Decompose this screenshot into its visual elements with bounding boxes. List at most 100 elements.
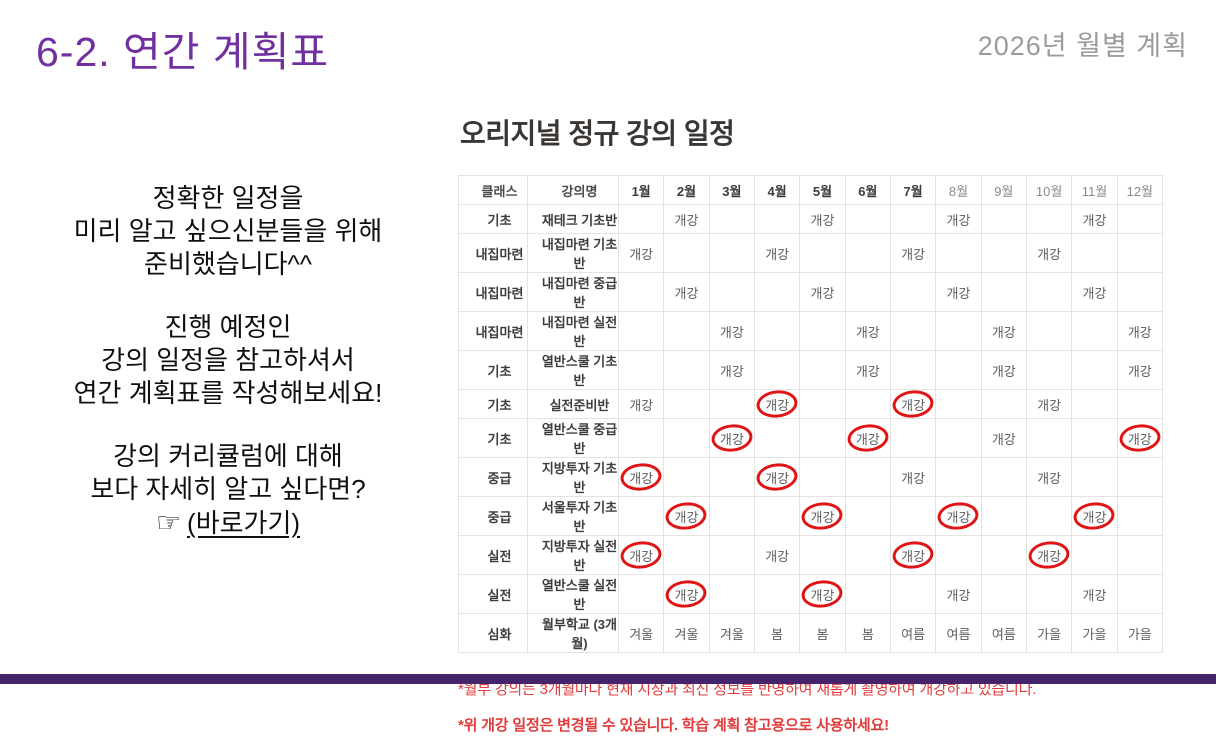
- course-name-cell: 내집마련 기초반: [527, 233, 619, 273]
- table-header-row: 클래스 강의명 1월 2월 3월 4월 5월 6월 7월 8월 9월 10월 11월 12월: [458, 175, 1164, 205]
- table-row: 기초 열반스쿨 중급반 개강 개강 개강 개강: [458, 418, 1164, 458]
- schedule-cell: 개강: [980, 418, 1027, 458]
- schedule-cell: [935, 311, 982, 351]
- pointing-hand-icon: ☞: [155, 507, 182, 538]
- schedule-cell: 개강: [753, 233, 801, 273]
- shortcut-link[interactable]: (바로가기): [187, 508, 301, 538]
- table-row: 기초 열반스쿨 기초반 개강 개강 개강 개강: [458, 350, 1164, 390]
- footnote-text: *위 개강 일정은 변경될 수 있습니다. 학습 계획 참고용으로 사용하세요!: [458, 717, 889, 734]
- schedule-cell: 개강: [617, 457, 665, 497]
- schedule-cell: [889, 272, 937, 312]
- column-header: 강의명: [527, 175, 619, 205]
- schedule-cell: 개강: [708, 311, 755, 351]
- schedule-cell: 봄: [753, 613, 801, 653]
- schedule-cell: [1071, 311, 1118, 351]
- schedule-cell: [935, 233, 982, 273]
- schedule-table: 클래스 강의명 1월 2월 3월 4월 5월 6월 7월 8월 9월 10월 11월 12월 기초 재테크 …: [458, 175, 1164, 653]
- schedule-cell: [844, 496, 891, 536]
- schedule-cell: [617, 350, 665, 390]
- class-cell: 실전: [458, 535, 528, 575]
- schedule-cell: [799, 457, 846, 497]
- schedule-cell: 개강: [1116, 311, 1164, 351]
- text-line: 정확한 일정을: [152, 183, 304, 213]
- schedule-cell: [980, 457, 1027, 497]
- schedule-cell: 개강: [1025, 457, 1073, 497]
- schedule-cell: [663, 350, 710, 390]
- schedule-cell: [1071, 535, 1118, 575]
- column-header: 12월: [1116, 175, 1164, 205]
- schedule-cell: [663, 535, 710, 575]
- schedule-cell: [1071, 418, 1118, 458]
- schedule-cell: [935, 535, 982, 575]
- schedule-cell: [980, 574, 1027, 614]
- table-row: 기초 실전준비반 개강 개강 개강 개강: [458, 388, 1164, 420]
- schedule-cell: 개강: [889, 233, 937, 273]
- column-header: 1월: [617, 175, 665, 205]
- schedule-cell: [753, 272, 801, 312]
- course-name-cell: 열반스쿨 기초반: [527, 350, 619, 390]
- schedule-cell: 개강: [935, 496, 982, 536]
- column-header: 6월: [844, 175, 891, 205]
- schedule-cell: [708, 496, 755, 536]
- schedule-cell: [980, 496, 1027, 536]
- schedule-cell: [1116, 574, 1164, 614]
- schedule-cell: 개강: [844, 311, 891, 351]
- schedule-cell: 개강: [799, 574, 846, 614]
- table-row: 내집마련 내집마련 실전반 개강 개강 개강 개강: [458, 311, 1164, 351]
- schedule-cell: [1025, 311, 1073, 351]
- schedule-cell: 겨울: [617, 613, 665, 653]
- schedule-cell: 여름: [980, 613, 1027, 653]
- schedule-cell: 개강: [708, 418, 755, 458]
- footnotes: *월부 강의는 3개월마다 현재 시장과 최신 정보를 반영하여 새롭게 촬영하…: [458, 678, 1163, 735]
- schedule-cell: [1071, 233, 1118, 273]
- schedule-cell: 개강: [889, 388, 937, 420]
- schedule-cell: [753, 350, 801, 390]
- schedule-cell: 개강: [1025, 389, 1073, 419]
- schedule-cell: [753, 574, 801, 614]
- schedule-cell: [617, 574, 665, 614]
- schedule-cell: [753, 418, 801, 458]
- schedule-cell: [617, 496, 665, 536]
- highlight-circle: [664, 578, 709, 610]
- text-line: 보다 자세히 알고 싶다면?: [90, 474, 366, 504]
- schedule-cell: [980, 535, 1027, 575]
- schedule-cell: 개강: [889, 535, 937, 575]
- schedule-cell: [844, 204, 891, 234]
- column-header: 7월: [889, 175, 937, 205]
- schedule-cell: [799, 389, 846, 419]
- schedule-cell: [935, 350, 982, 390]
- schedule-cell: [753, 496, 801, 536]
- schedule-cell: 개강: [935, 204, 982, 234]
- schedule-cell: 개강: [663, 496, 710, 536]
- schedule-cell: [844, 272, 891, 312]
- schedule-cell: [799, 418, 846, 458]
- table-row: 중급 서울투자 기초반 개강 개강 개강 개강: [458, 496, 1164, 536]
- link-line: ☞ (바로가기): [18, 506, 438, 540]
- schedule-cell: [889, 204, 937, 234]
- schedule-cell: [1116, 233, 1164, 273]
- schedule-cell: [889, 311, 937, 351]
- class-cell: 실전: [458, 574, 528, 614]
- table-row: 중급 지방투자 기초반 개강 개강 개강 개강: [458, 457, 1164, 497]
- schedule-cell: [1116, 272, 1164, 312]
- column-header: 10월: [1025, 175, 1073, 205]
- schedule-cell: 개강: [799, 496, 846, 536]
- schedule-cell: 개강: [617, 389, 665, 419]
- schedule-cell: 개강: [617, 233, 665, 273]
- course-name-cell: 실전준비반: [527, 389, 619, 419]
- class-cell: 내집마련: [458, 272, 528, 312]
- schedule-cell: 개강: [663, 574, 710, 614]
- highlight-circle: [710, 422, 754, 454]
- schedule-cell: [617, 272, 665, 312]
- column-header: 3월: [708, 175, 755, 205]
- schedule-cell: [889, 496, 937, 536]
- class-cell: 중급: [458, 457, 528, 497]
- text-line: 준비했습니다^^: [144, 249, 312, 279]
- schedule-cell: [889, 350, 937, 390]
- text-line: 진행 예정인: [164, 312, 292, 342]
- highlight-circle: [755, 388, 799, 420]
- schedule-cell: 개강: [980, 311, 1027, 351]
- highlight-circle: [800, 578, 845, 610]
- schedule-cell: 개강: [753, 535, 801, 575]
- schedule-cell: [617, 311, 665, 351]
